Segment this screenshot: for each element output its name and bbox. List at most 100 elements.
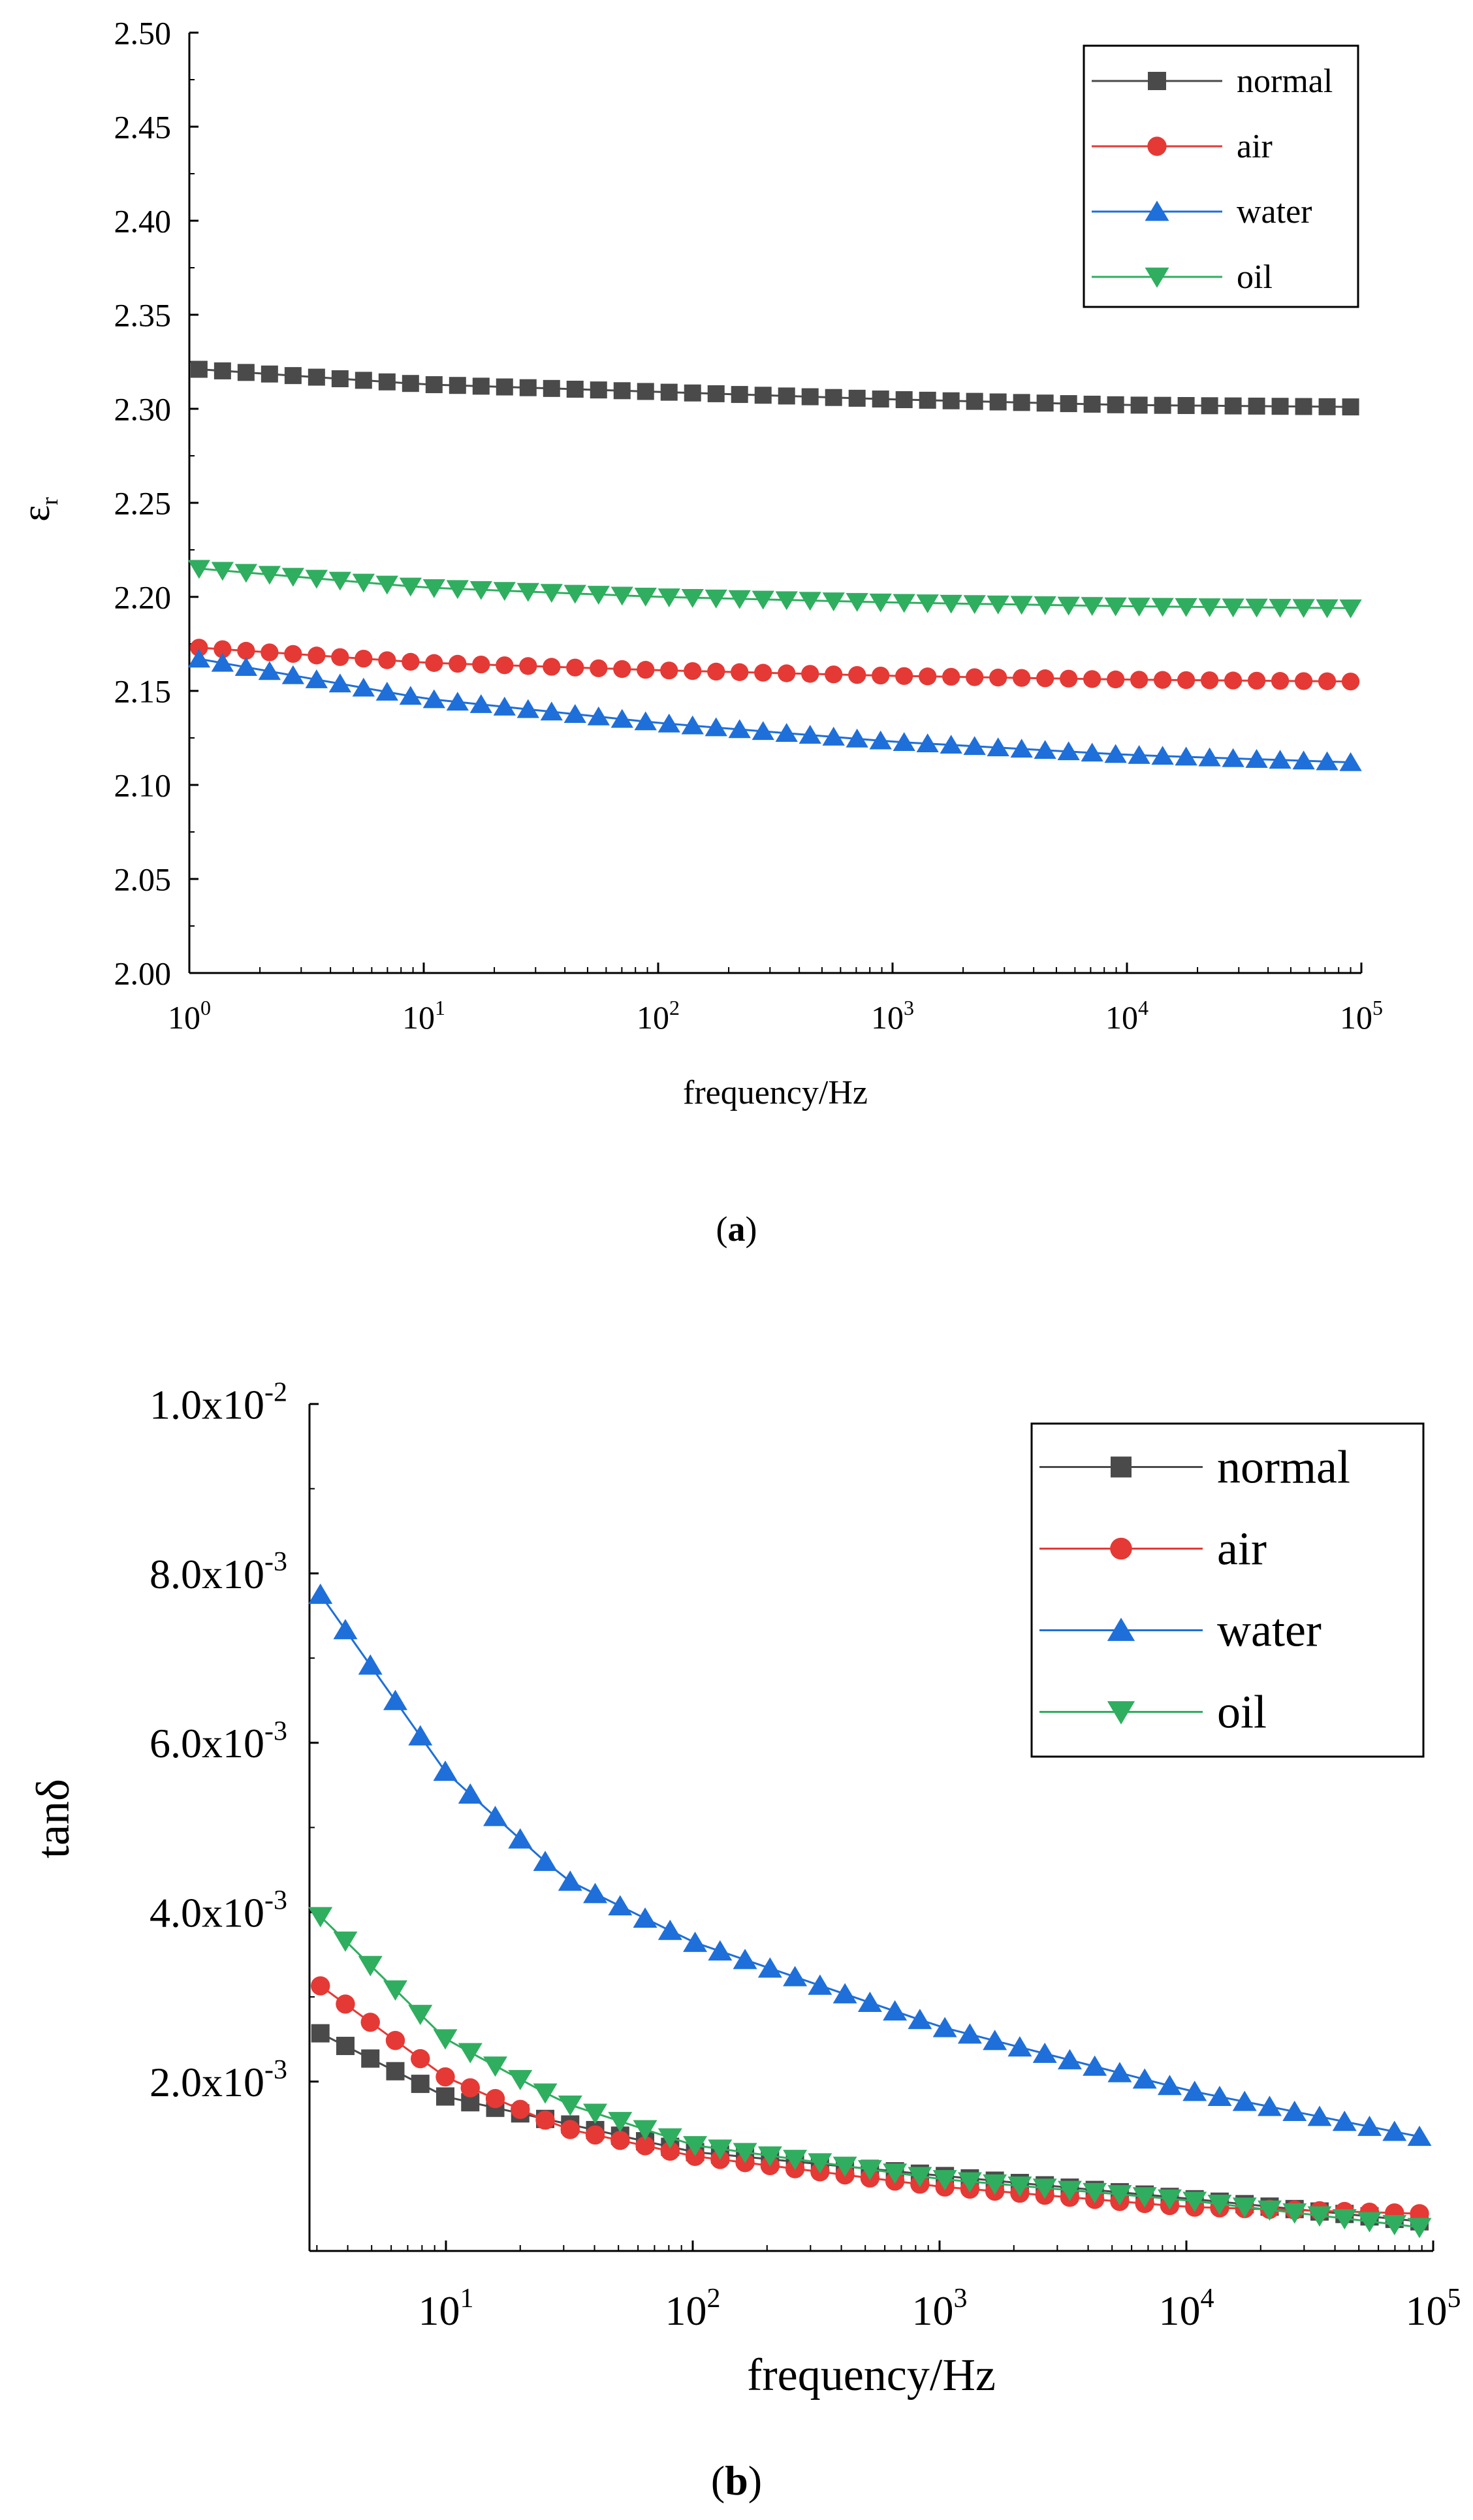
data-point-normal	[1060, 395, 1077, 413]
data-point-water	[328, 673, 351, 693]
data-point-oil	[1382, 2214, 1407, 2236]
data-point-oil	[963, 595, 986, 614]
data-point-water	[908, 2009, 932, 2030]
data-point-oil	[908, 2167, 932, 2188]
data-point-water	[308, 1584, 333, 1604]
data-point-oil	[1007, 2177, 1032, 2197]
data-point-air	[684, 662, 702, 680]
data-point-air	[496, 656, 514, 675]
data-point-oil	[683, 2136, 708, 2157]
data-point-water	[733, 1949, 757, 1970]
data-point-air	[1106, 670, 1125, 689]
y-tick-label-exponent: -2	[264, 1378, 287, 1408]
legend-marker-normal	[1148, 72, 1166, 90]
x-tick-label-exponent: 5	[1448, 2284, 1461, 2314]
data-point-water	[508, 1828, 533, 1849]
data-point-oil	[352, 573, 375, 593]
x-tick-label-base: 10	[911, 2288, 953, 2334]
data-point-water	[234, 657, 258, 676]
data-point-oil	[469, 581, 492, 600]
x-tick-label: 101	[402, 996, 445, 1036]
data-point-water	[822, 726, 845, 746]
data-point-water	[916, 733, 939, 753]
data-point-water	[1057, 741, 1080, 761]
y-tick-label-base: 8.0x10	[150, 1551, 264, 1597]
data-point-oil	[1339, 599, 1362, 618]
data-point-water	[516, 699, 539, 718]
data-point-water	[832, 1983, 857, 2003]
data-point-normal	[308, 368, 325, 386]
data-point-air	[355, 649, 373, 668]
data-point-oil	[1282, 2203, 1307, 2224]
series-air	[190, 639, 1360, 691]
series-water	[187, 648, 1362, 771]
legend-label-water: water	[1217, 1604, 1322, 1656]
data-point-water	[987, 737, 1009, 757]
data-point-oil	[1175, 598, 1197, 617]
x-tick-label-exponent: 0	[200, 996, 211, 1019]
data-point-air	[966, 668, 984, 686]
data-point-air	[472, 655, 490, 674]
data-point-oil	[633, 2120, 657, 2141]
y-tick-label: 2.50	[114, 15, 172, 52]
data-point-oil	[1198, 598, 1221, 618]
data-point-water	[1357, 2115, 1382, 2136]
data-point-water	[932, 2017, 957, 2037]
data-point-oil	[281, 567, 304, 587]
data-point-normal	[1130, 396, 1148, 414]
data-point-water	[583, 1883, 608, 1904]
x-tick-label-exponent: 1	[460, 2284, 473, 2314]
legend: normal air water oil	[1030, 1422, 1425, 1758]
data-point-oil	[1081, 597, 1103, 616]
data-point-water	[1132, 2068, 1157, 2089]
data-point-water	[808, 1974, 832, 1995]
data-point-air	[1224, 671, 1243, 690]
data-point-water	[399, 686, 422, 705]
data-point-water	[1034, 740, 1056, 759]
x-tick-label-base: 10	[665, 2288, 706, 2334]
data-point-oil	[422, 579, 445, 598]
data-point-water	[1128, 744, 1150, 764]
data-point-oil	[1232, 2197, 1257, 2218]
caption-paren-open: (	[716, 1209, 728, 1249]
data-point-air	[660, 662, 678, 680]
data-point-oil	[987, 595, 1009, 614]
data-point-air	[1083, 670, 1101, 688]
data-point-normal	[848, 389, 866, 407]
data-point-normal	[425, 376, 443, 394]
data-point-water	[846, 728, 868, 748]
data-point-oil	[857, 2160, 882, 2180]
data-point-water	[1222, 748, 1244, 767]
data-point-air	[825, 665, 843, 684]
data-point-air	[1153, 671, 1172, 689]
data-point-water	[708, 1940, 733, 1961]
data-point-oil	[1107, 2185, 1132, 2206]
data-point-air	[360, 2013, 380, 2032]
data-point-oil	[533, 2083, 558, 2104]
data-point-water	[1269, 750, 1291, 769]
data-point-normal	[590, 381, 607, 399]
caption-letter: a	[728, 1209, 746, 1249]
data-point-oil	[1182, 2192, 1207, 2212]
data-point-oil	[1207, 2194, 1232, 2215]
legend: normal air water oil	[1083, 44, 1359, 308]
data-point-oil	[657, 2128, 682, 2149]
data-point-normal	[1201, 397, 1218, 415]
data-point-normal	[436, 2087, 454, 2106]
panel-caption: (a)	[716, 1209, 757, 1249]
x-tick-label-base: 10	[1158, 2288, 1200, 2334]
legend-label-air: air	[1237, 128, 1273, 165]
data-point-normal	[402, 375, 419, 392]
data-point-oil	[583, 2103, 608, 2124]
data-point-water	[258, 661, 281, 680]
data-point-oil	[308, 1907, 333, 1928]
data-point-air	[535, 2111, 555, 2130]
data-point-air	[449, 654, 467, 673]
data-point-oil	[705, 589, 727, 609]
data-point-water	[775, 723, 798, 742]
x-tick-label-exponent: 5	[1372, 996, 1383, 1019]
series-water	[308, 1584, 1432, 2146]
data-point-water	[1081, 742, 1103, 762]
x-tick-label: 100	[168, 996, 211, 1036]
